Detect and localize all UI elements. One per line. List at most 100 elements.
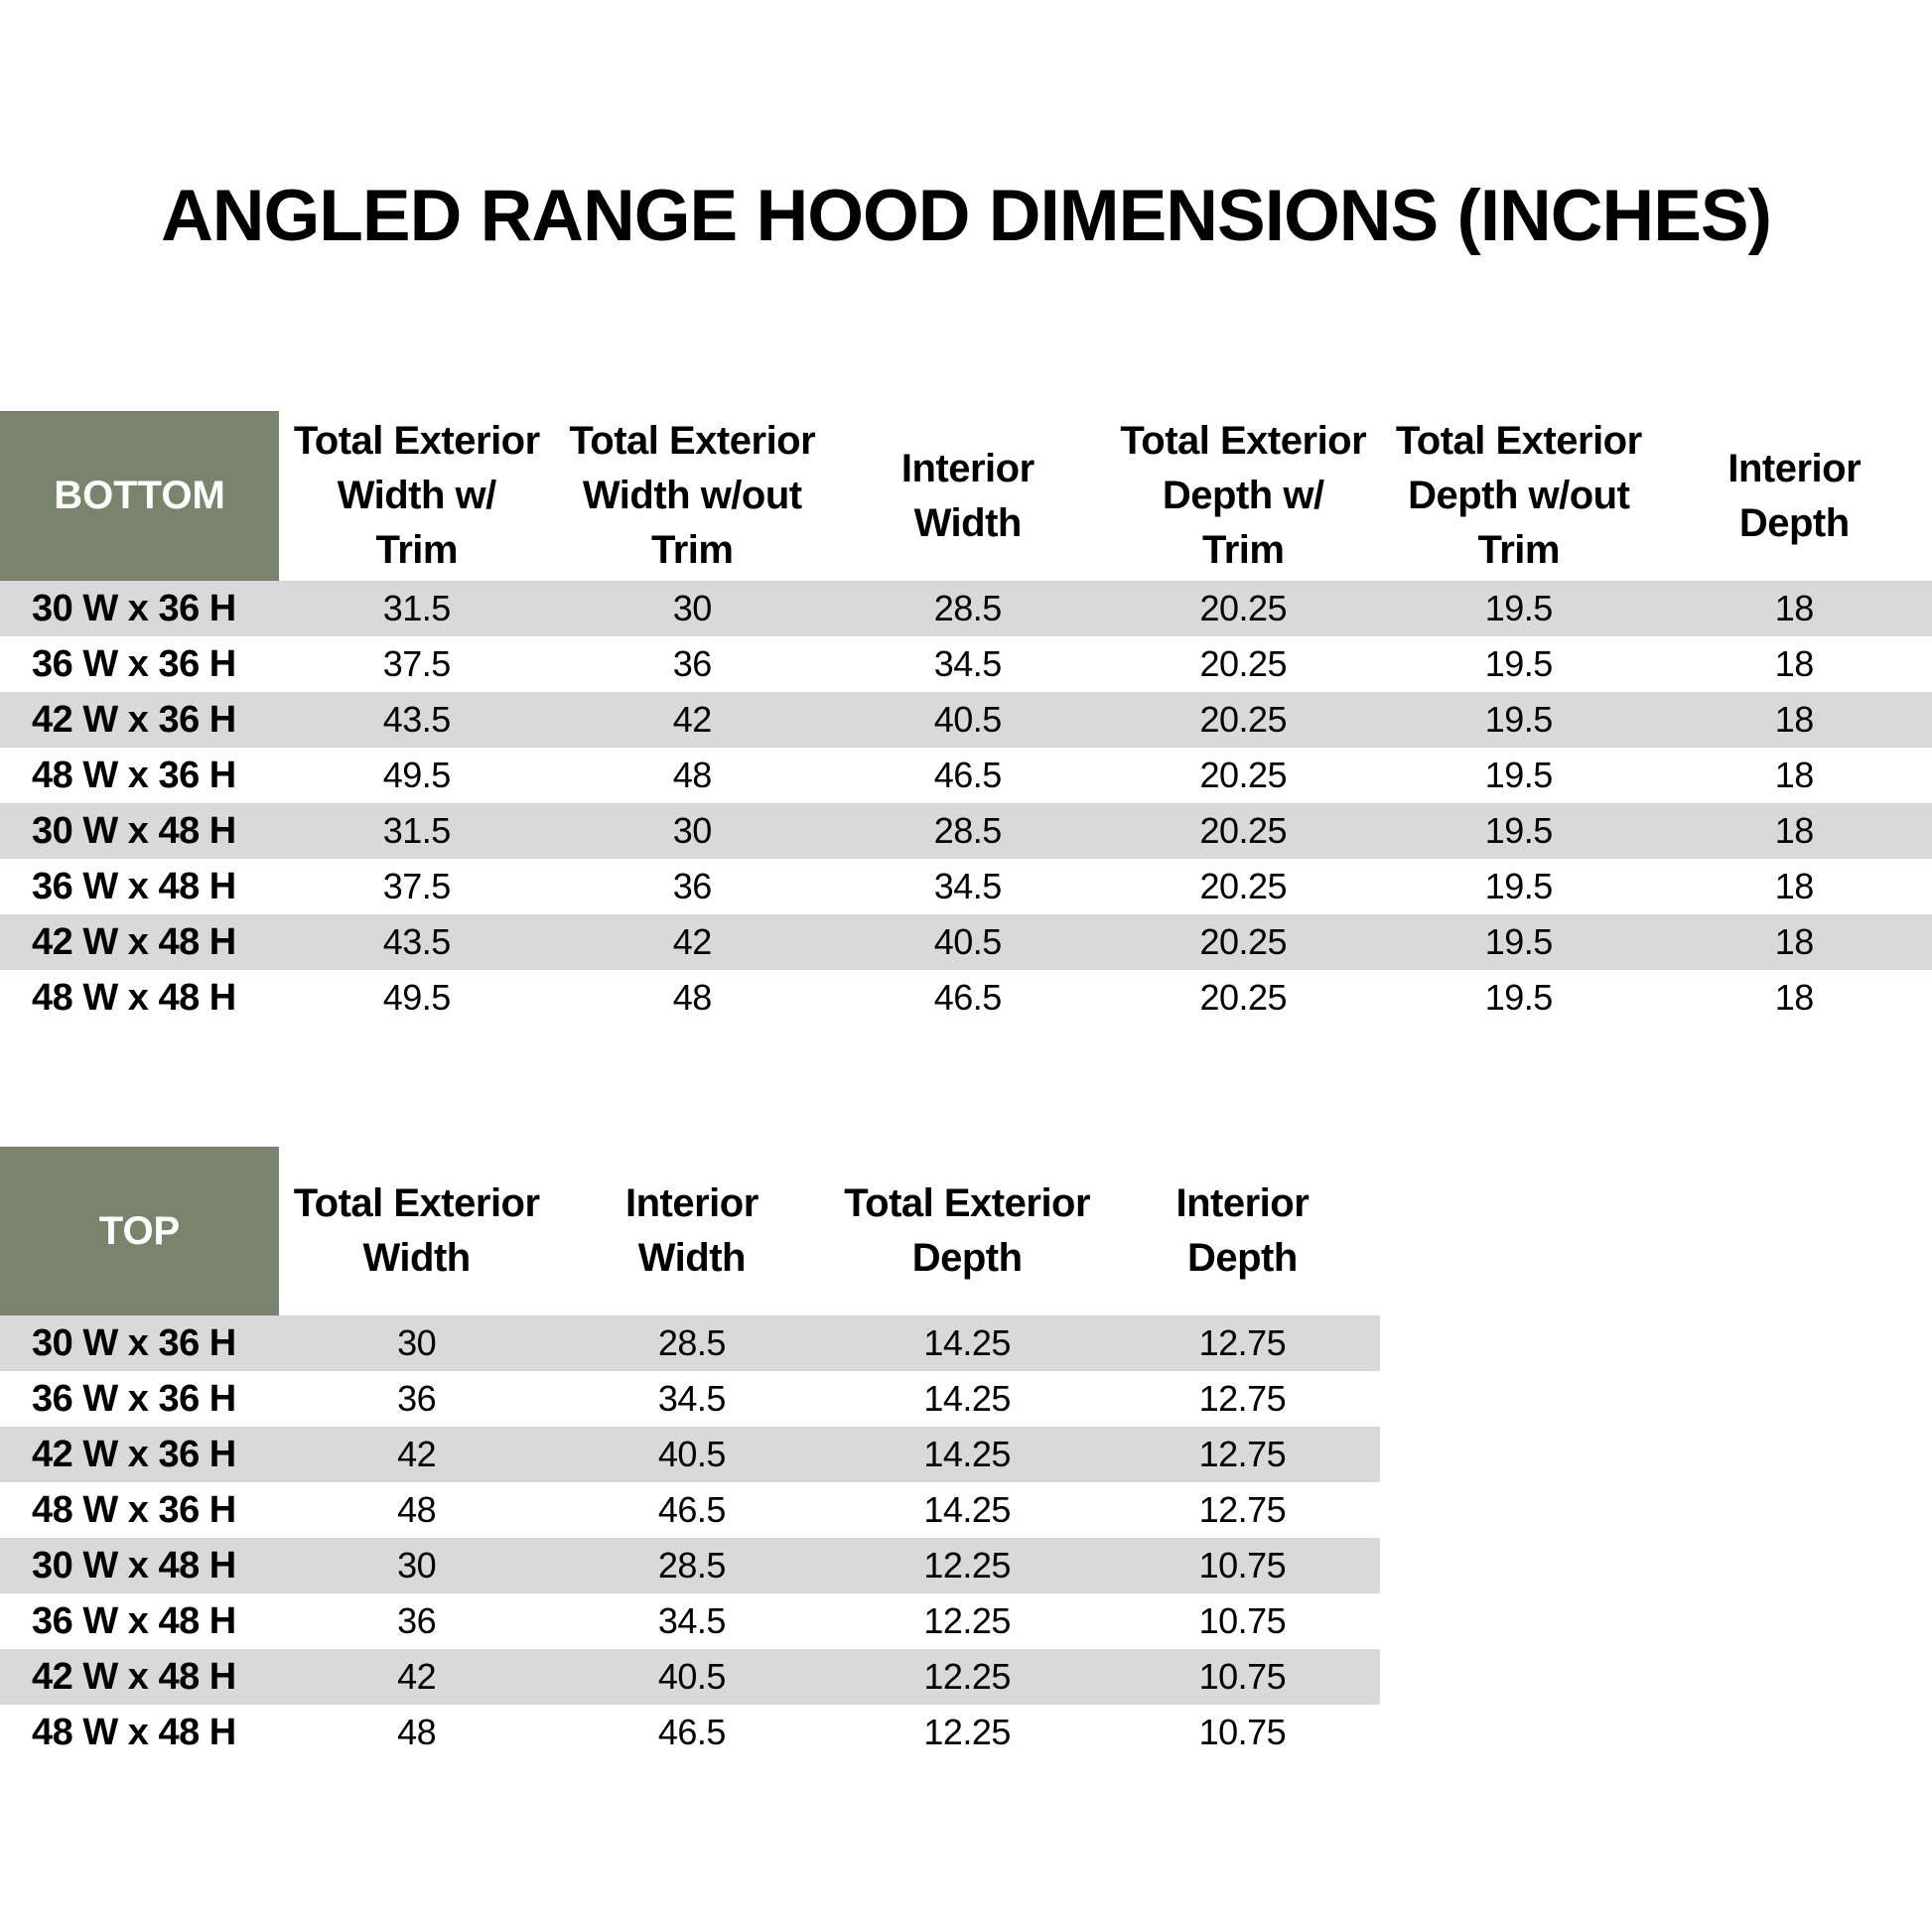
column-header: Interior Width <box>830 411 1106 581</box>
bottom-table-header-row: BOTTOM Total Exterior Width w/ Trim Total… <box>0 411 1932 581</box>
dimension-value: 10.75 <box>1198 1545 1287 1586</box>
dimension-value: 34.5 <box>933 866 1003 906</box>
table-row: 42 W x 48 H 42 40.5 12.25 10.75 <box>0 1649 1380 1705</box>
row-size-label: 30 W x 48 H <box>32 809 236 852</box>
dimension-value: 42 <box>672 699 713 740</box>
table-row: 30 W x 36 H 30 28.5 14.25 12.75 <box>0 1315 1380 1371</box>
row-size-label: 42 W x 36 H <box>32 1433 236 1475</box>
dimension-value: 36 <box>672 643 713 684</box>
dimension-value: 34.5 <box>933 643 1003 684</box>
dimension-value: 20.25 <box>1199 755 1288 795</box>
table-row: 30 W x 36 H 31.5 30 28.5 20.25 19.5 18 <box>0 581 1932 636</box>
dimension-value: 48 <box>672 755 713 795</box>
dimension-value: 10.75 <box>1198 1656 1287 1697</box>
dimension-value: 46.5 <box>657 1489 727 1530</box>
dimension-value: 30 <box>397 1545 437 1586</box>
dimension-value: 42 <box>397 1656 437 1697</box>
dimension-value: 18 <box>1774 588 1815 628</box>
dimension-value: 12.75 <box>1198 1378 1287 1419</box>
dimension-value: 12.75 <box>1198 1434 1287 1474</box>
column-header: Interior Depth <box>1104 1147 1380 1315</box>
dimension-value: 34.5 <box>657 1378 727 1419</box>
dimension-value: 18 <box>1774 977 1815 1018</box>
dimension-value: 46.5 <box>933 977 1003 1018</box>
top-table-header-row: TOP Total Exterior Width Interior Width To… <box>0 1147 1380 1315</box>
table-row: 42 W x 36 H 43.5 42 40.5 20.25 19.5 18 <box>0 692 1932 748</box>
dimension-value: 30 <box>672 588 713 628</box>
dimension-value: 37.5 <box>382 866 452 906</box>
row-size-label: 36 W x 48 H <box>32 865 236 907</box>
table-row: 48 W x 48 H 49.5 48 46.5 20.25 19.5 18 <box>0 970 1932 1026</box>
top-dimensions-table: TOP Total Exterior Width Interior Width To… <box>0 1147 1380 1760</box>
dimension-value: 18 <box>1774 755 1815 795</box>
dimension-value: 19.5 <box>1484 699 1554 740</box>
table-row: 36 W x 48 H 36 34.5 12.25 10.75 <box>0 1593 1380 1649</box>
dimension-value: 28.5 <box>933 588 1003 628</box>
top-table-body: 30 W x 36 H 30 28.5 14.25 12.75 36 W x 36 H 36… <box>0 1315 1380 1760</box>
dimension-value: 36 <box>397 1378 437 1419</box>
table-row: 36 W x 48 H 37.5 36 34.5 20.25 19.5 18 <box>0 859 1932 914</box>
dimension-value: 46.5 <box>657 1712 727 1752</box>
dimension-value: 36 <box>397 1600 437 1641</box>
dimension-value: 40.5 <box>933 921 1003 962</box>
row-size-label: 42 W x 36 H <box>32 698 236 741</box>
dimension-value: 20.25 <box>1199 977 1288 1018</box>
column-header: Interior Depth <box>1656 411 1932 581</box>
dimension-value: 14.25 <box>923 1322 1011 1363</box>
dimension-value: 30 <box>672 810 713 851</box>
dimension-value: 40.5 <box>657 1434 727 1474</box>
row-size-label: 30 W x 36 H <box>32 1321 236 1364</box>
table-row: 48 W x 36 H 48 46.5 14.25 12.75 <box>0 1482 1380 1538</box>
dimension-value: 14.25 <box>923 1489 1011 1530</box>
bottom-table-column-headers: Total Exterior Width w/ Trim Total Exteri… <box>279 411 1932 581</box>
row-size-label: 48 W x 48 H <box>32 976 236 1019</box>
dimension-value: 19.5 <box>1484 755 1554 795</box>
column-header: Total Exterior Depth w/ Trim <box>1105 411 1381 581</box>
dimension-value: 20.25 <box>1199 643 1288 684</box>
dimension-value: 36 <box>672 866 713 906</box>
dimension-value: 10.75 <box>1198 1600 1287 1641</box>
dimension-value: 12.75 <box>1198 1322 1287 1363</box>
dimension-value: 18 <box>1774 921 1815 962</box>
dimension-value: 37.5 <box>382 643 452 684</box>
top-table-column-headers: Total Exterior Width Interior Width Total … <box>279 1147 1380 1315</box>
table-row: 48 W x 36 H 49.5 48 46.5 20.25 19.5 18 <box>0 748 1932 803</box>
row-size-label: 48 W x 36 H <box>32 754 236 796</box>
dimension-value: 30 <box>397 1322 437 1363</box>
bottom-table-body: 30 W x 36 H 31.5 30 28.5 20.25 19.5 18 36 W x 3… <box>0 581 1932 1026</box>
row-size-label: 36 W x 36 H <box>32 1377 236 1420</box>
dimension-value: 19.5 <box>1484 643 1554 684</box>
bottom-dimensions-table: BOTTOM Total Exterior Width w/ Trim Total… <box>0 411 1932 1026</box>
dimension-value: 20.25 <box>1199 921 1288 962</box>
top-table-corner-label: TOP <box>0 1147 279 1315</box>
column-header: Total Exterior Width <box>279 1147 555 1315</box>
dimension-value: 20.25 <box>1199 866 1288 906</box>
dimension-value: 28.5 <box>657 1322 727 1363</box>
dimension-value: 19.5 <box>1484 588 1554 628</box>
dimension-value: 19.5 <box>1484 810 1554 851</box>
dimension-value: 12.25 <box>923 1712 1011 1752</box>
column-header: Total Exterior Width w/ Trim <box>279 411 555 581</box>
table-row: 36 W x 36 H 37.5 36 34.5 20.25 19.5 18 <box>0 636 1932 692</box>
dimension-value: 48 <box>397 1712 437 1752</box>
dimension-value: 48 <box>672 977 713 1018</box>
column-header: Total Exterior Depth <box>829 1147 1105 1315</box>
dimension-value: 28.5 <box>657 1545 727 1586</box>
dimension-value: 18 <box>1774 810 1815 851</box>
dimension-value: 43.5 <box>382 921 452 962</box>
bottom-table-corner-label: BOTTOM <box>0 411 279 581</box>
table-row: 36 W x 36 H 36 34.5 14.25 12.75 <box>0 1371 1380 1427</box>
dimension-value: 12.25 <box>923 1545 1011 1586</box>
dimension-value: 49.5 <box>382 755 452 795</box>
dimension-value: 19.5 <box>1484 866 1554 906</box>
dimension-value: 48 <box>397 1489 437 1530</box>
dimension-value: 14.25 <box>923 1434 1011 1474</box>
row-size-label: 48 W x 48 H <box>32 1711 236 1753</box>
dimension-value: 20.25 <box>1199 588 1288 628</box>
dimension-value: 20.25 <box>1199 699 1288 740</box>
dimension-value: 19.5 <box>1484 977 1554 1018</box>
dimension-value: 14.25 <box>923 1378 1011 1419</box>
table-row: 30 W x 48 H 30 28.5 12.25 10.75 <box>0 1538 1380 1593</box>
dimension-value: 46.5 <box>933 755 1003 795</box>
